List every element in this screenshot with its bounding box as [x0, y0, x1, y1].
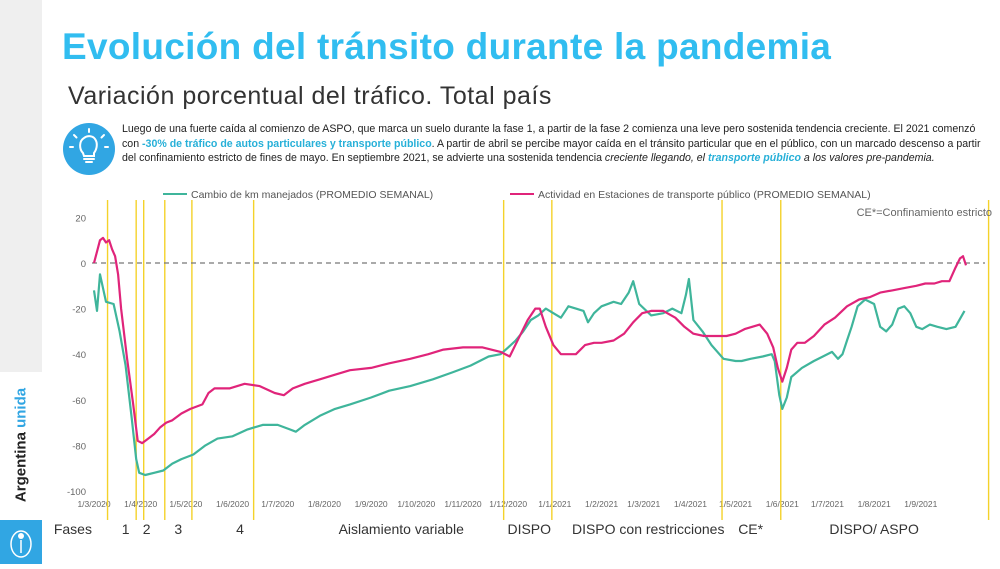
y-tick-label: -40	[72, 350, 86, 361]
phase-label: 2	[142, 521, 151, 537]
y-tick-label: -20	[72, 305, 86, 316]
y-tick-label: 20	[75, 213, 86, 224]
page-subtitle: Variación porcentual del tráfico. Total …	[68, 82, 552, 110]
x-tick-label: 1/7/2021	[811, 499, 844, 509]
km-series-line	[92, 273, 966, 477]
phase-label: DISPO	[507, 521, 552, 537]
highlight-30: -30% de tráfico de autos particulares y …	[142, 137, 432, 150]
x-tick-label: 1/7/2020	[261, 499, 294, 509]
phase-label: 1	[121, 521, 130, 537]
page-title: Evolución del tránsito durante la pandem…	[62, 26, 832, 67]
emblem-icon	[0, 520, 42, 564]
x-tick-label: 1/4/2020	[124, 499, 157, 509]
x-tick-label: 1/8/2020	[308, 499, 341, 509]
y-tick-label: -80	[72, 441, 86, 452]
y-tick-label: -100	[67, 487, 86, 498]
phase-label: DISPO con restricciones	[571, 521, 725, 537]
x-tick-label: 1/12/2020	[489, 499, 527, 509]
transit-series-line	[92, 236, 968, 445]
x-tick-label: 1/6/2020	[216, 499, 249, 509]
x-tick-label: 1/1/2021	[538, 499, 571, 509]
description-text: Luego de una fuerte caída al comienzo de…	[122, 123, 981, 165]
x-tick-label: 1/8/2021	[858, 499, 891, 509]
chart-note: CE*=Confinamiento estricto	[857, 207, 992, 219]
x-tick-label: 1/5/2021	[719, 499, 752, 509]
phase-label: Aislamiento variable	[338, 521, 464, 537]
phase-label: DISPO/ ASPO	[829, 521, 919, 537]
x-tick-label: 1/3/2021	[627, 499, 660, 509]
x-tick-label: 1/3/2020	[77, 499, 110, 509]
x-tick-label: 1/6/2021	[766, 499, 799, 509]
phase-label: 4	[236, 521, 244, 537]
lightbulb-icon	[62, 122, 116, 176]
legend-label: Cambio de km manejados (PROMEDIO SEMANAL…	[191, 189, 433, 201]
x-tick-label: 1/9/2020	[355, 499, 388, 509]
y-tick-label: 0	[81, 259, 86, 270]
y-tick-label: -60	[72, 396, 86, 407]
highlight-transporte: transporte público	[707, 152, 801, 165]
x-tick-label: 1/9/2021	[904, 499, 937, 509]
phase-label: CE*	[738, 521, 764, 537]
x-tick-label: 1/10/2020	[397, 499, 435, 509]
x-tick-label: 1/11/2020	[444, 499, 481, 509]
phase-label: Fases	[53, 521, 92, 537]
legend-label: Actividad en Estaciones de transporte pú…	[538, 189, 871, 201]
side-band-grey	[0, 0, 42, 372]
x-tick-label: 1/2/2021	[585, 499, 618, 509]
x-tick-label: 1/5/2020	[169, 499, 202, 509]
x-tick-label: 1/4/2021	[674, 499, 707, 509]
phase-label: 3	[174, 521, 183, 537]
